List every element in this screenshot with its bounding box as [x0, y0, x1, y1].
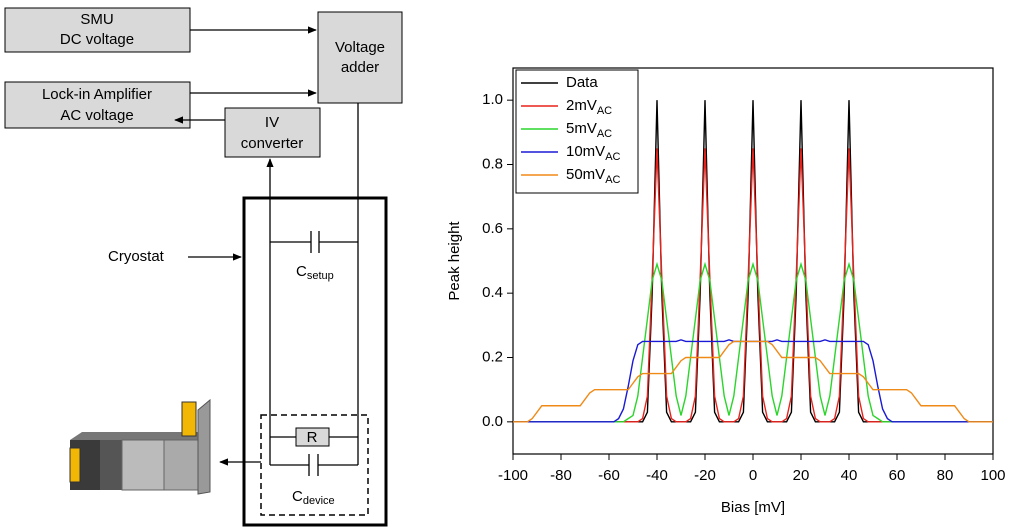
resistor — [295, 427, 330, 447]
x-axis-label: Bias [mV] — [721, 499, 785, 516]
smu-box — [4, 7, 191, 53]
legend-name: 5mV — [566, 120, 597, 137]
legend-subscript: AC — [597, 128, 612, 140]
lockin-label: AC voltage — [60, 107, 133, 124]
smu-label: DC voltage — [60, 31, 134, 48]
x-tick-label: 40 — [841, 467, 858, 484]
x-tick-label: 80 — [937, 467, 954, 484]
resistor-label: R — [307, 429, 318, 446]
series-line — [513, 340, 993, 423]
legend-label: 5mVAC — [566, 120, 612, 140]
y-tick-label: 0.4 — [482, 284, 503, 301]
y-tick-label: 0.0 — [482, 413, 503, 430]
cryostat-box — [242, 196, 388, 527]
legend-label: 10mVAC — [566, 143, 621, 163]
cryostat-label: Cryostat — [108, 248, 165, 265]
legend-subscript: AC — [605, 151, 620, 163]
device-box — [260, 414, 369, 516]
lockin-label: Lock-in Amplifier — [42, 86, 152, 103]
legend-name: 2mV — [566, 97, 597, 114]
y-tick-label: 1.0 — [482, 91, 503, 108]
converter-label: IV — [265, 114, 279, 131]
x-tick-label: -20 — [694, 467, 716, 484]
y-tick-label: 0.2 — [482, 348, 503, 365]
x-tick-label: 100 — [980, 467, 1005, 484]
y-tick-label: 0.6 — [482, 220, 503, 237]
chart: -100 -80 -60 -40 -20 0 20 40 60 80 100 0.0 0.2 0.4 0.6… — [446, 67, 1006, 516]
y-tick-label: 0.8 — [482, 155, 503, 172]
x-tick-label: -60 — [598, 467, 620, 484]
c-device-label: Cdevice — [292, 488, 335, 507]
adder-label: Voltage — [335, 39, 385, 56]
c-setup-label: Csetup — [296, 263, 334, 282]
legend-subscript: AC — [597, 105, 612, 117]
adder-box — [317, 11, 403, 104]
x-tick-label: -80 — [550, 467, 572, 484]
sample-holder-icon — [69, 398, 211, 495]
x-tick-label: -100 — [498, 467, 528, 484]
x-tick-label: -40 — [646, 467, 668, 484]
series-line — [513, 339, 993, 423]
legend-label: 50mVAC — [566, 166, 621, 186]
x-tick-label: 0 — [749, 467, 757, 484]
converter-box — [224, 107, 321, 158]
legend-name: 10mV — [566, 143, 605, 160]
x-tick-label: 20 — [793, 467, 810, 484]
legend-subscript: AC — [605, 174, 620, 186]
setup-diagram: SMU DC voltage Lock-in Amplifier AC volt… — [4, 7, 403, 527]
legend-label: 2mVAC — [566, 97, 612, 117]
legend-name: Data — [566, 74, 598, 91]
adder-label: adder — [341, 59, 379, 76]
converter-label: converter — [241, 135, 304, 152]
legend-name: 50mV — [566, 166, 605, 183]
lockin-box — [4, 81, 191, 129]
legend-label: Data — [566, 74, 598, 91]
y-axis-label: Peak height — [446, 221, 463, 301]
legend-box — [515, 69, 639, 194]
smu-label: SMU — [80, 11, 113, 28]
x-tick-label: 60 — [889, 467, 906, 484]
